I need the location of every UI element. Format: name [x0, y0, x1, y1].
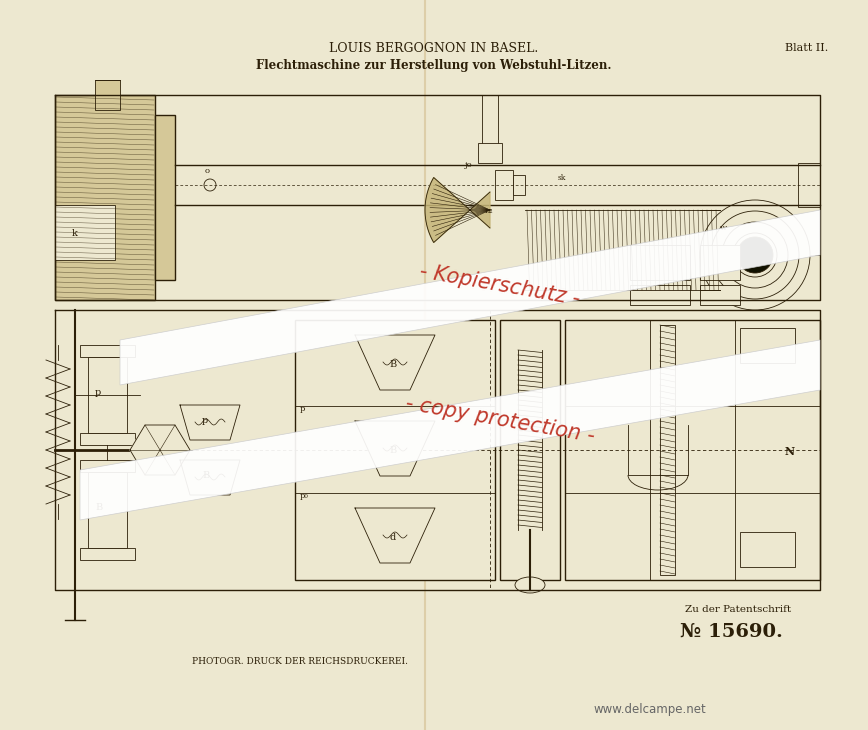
Bar [495, 170, 513, 200]
Polygon shape [425, 177, 490, 242]
Text: Zu der Patentschrift: Zu der Patentschrift [685, 605, 791, 615]
Bar [630, 245, 690, 280]
Text: k: k [72, 228, 78, 237]
Text: p: p [300, 405, 306, 413]
Text: p: p [202, 416, 208, 425]
Text: B: B [389, 360, 397, 369]
Text: - copy protection -: - copy protection - [404, 393, 596, 447]
Text: w: w [720, 224, 727, 232]
Bar [740, 532, 795, 567]
Text: p₀: p₀ [300, 492, 309, 500]
Polygon shape [355, 508, 435, 563]
Text: sk: sk [558, 174, 567, 182]
Bar [798, 163, 820, 207]
Text: B: B [389, 446, 397, 455]
Text: LOUIS BERGOGNON IN BASEL.: LOUIS BERGOGNON IN BASEL. [329, 42, 539, 55]
Bar [700, 245, 740, 280]
Polygon shape [355, 335, 435, 390]
Polygon shape [130, 425, 190, 475]
Text: B: B [95, 503, 102, 512]
Bar [55, 205, 115, 260]
Text: www.delcampe.net: www.delcampe.net [594, 704, 707, 717]
Polygon shape [80, 340, 820, 520]
Circle shape [737, 237, 773, 273]
Bar [295, 320, 495, 580]
Text: PHOTOGR. DRUCK DER REICHSDRUCKEREI.: PHOTOGR. DRUCK DER REICHSDRUCKEREI. [192, 658, 408, 666]
Text: - Kopierschutz -: - Kopierschutz - [418, 261, 582, 309]
Bar [482, 95, 498, 145]
Polygon shape [120, 210, 820, 385]
Bar [700, 285, 740, 305]
Bar [95, 80, 120, 110]
Bar [80, 460, 135, 472]
Ellipse shape [515, 577, 545, 593]
Text: d: d [389, 533, 395, 542]
Text: Blatt II.: Blatt II. [785, 43, 828, 53]
Text: № 15690.: № 15690. [680, 623, 783, 641]
Polygon shape [180, 405, 240, 440]
Text: jo: jo [465, 161, 472, 169]
Bar [660, 325, 675, 575]
Text: Flechtmaschine zur Herstellung von Webstuhl-Litzen.: Flechtmaschine zur Herstellung von Webst… [256, 58, 612, 72]
Bar [155, 115, 175, 280]
Bar [80, 345, 135, 357]
Text: n₂: n₂ [485, 207, 494, 215]
Bar [55, 95, 155, 300]
Polygon shape [180, 460, 240, 495]
Bar [80, 548, 135, 560]
Bar [630, 285, 690, 305]
Text: B: B [202, 471, 209, 480]
Polygon shape [355, 421, 435, 476]
Text: o: o [205, 167, 210, 175]
Bar [500, 320, 560, 580]
Bar [740, 328, 795, 363]
Bar [478, 143, 502, 163]
Text: N: N [785, 446, 795, 457]
Text: p: p [95, 388, 102, 397]
Bar [80, 433, 135, 445]
Bar [565, 320, 820, 580]
Bar [88, 472, 127, 548]
Bar [513, 175, 525, 195]
Bar [88, 357, 127, 433]
